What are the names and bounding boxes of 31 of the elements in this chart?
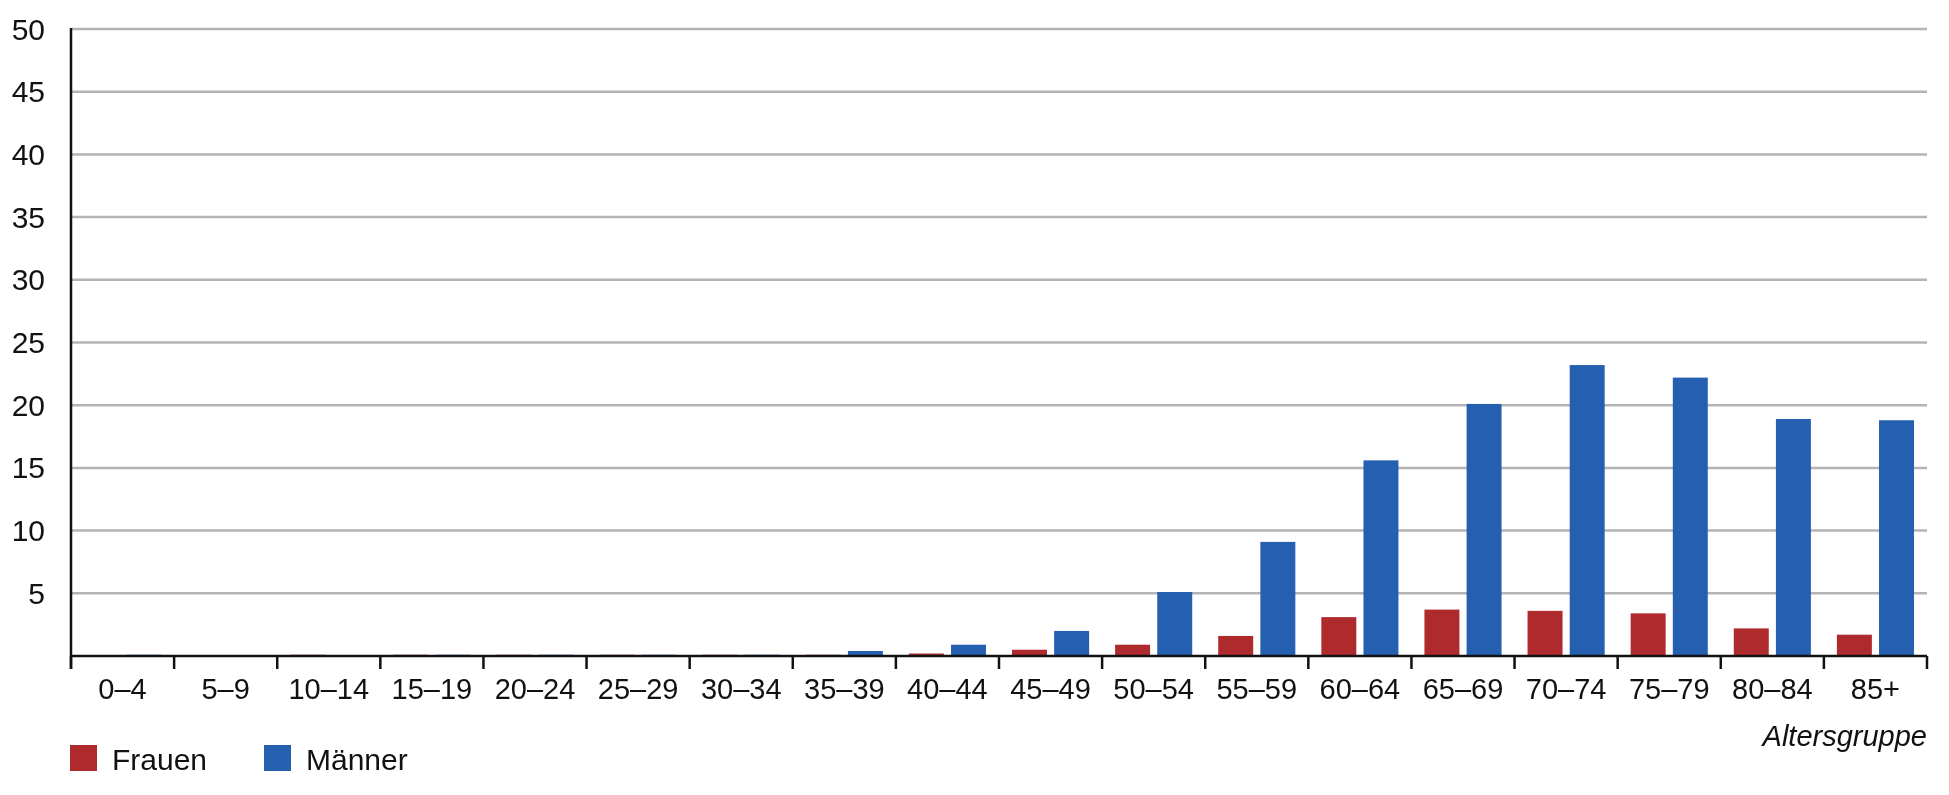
- y-tick-label: 45: [11, 75, 45, 109]
- y-tick-label: 40: [11, 137, 45, 171]
- y-tick-label: 30: [11, 263, 45, 297]
- y-tick-label: 20: [11, 388, 45, 422]
- x-tick-label: 15–19: [391, 673, 473, 705]
- x-tick-label: 50–54: [1113, 673, 1194, 705]
- y-tick-label: 35: [11, 200, 45, 234]
- x-tick-label: 80–84: [1732, 673, 1813, 705]
- legend-label: Männer: [306, 743, 408, 776]
- x-tick-label: 35–39: [804, 673, 885, 705]
- y-tick-label: 50: [11, 12, 45, 46]
- x-tick-label: 25–29: [597, 673, 679, 705]
- y-tick-label: 5: [28, 576, 45, 610]
- x-tick-label: 60–64: [1319, 673, 1401, 705]
- x-axis-title: Altersgruppe: [1760, 720, 1927, 752]
- x-tick-label: 30–34: [700, 673, 782, 705]
- legend-label: Frauen: [112, 743, 208, 776]
- x-tick-label: 5–9: [201, 673, 250, 705]
- x-tick-label: 10–14: [288, 673, 370, 705]
- y-tick-label: 15: [11, 451, 45, 485]
- x-tick-label: 40–44: [907, 673, 988, 705]
- x-tick-label: 75–79: [1628, 673, 1710, 705]
- x-tick-label: 0–4: [98, 673, 147, 705]
- y-tick-label: 25: [11, 326, 45, 359]
- x-tick-label: 70–74: [1525, 673, 1607, 705]
- x-tick-label: 55–59: [1216, 673, 1298, 705]
- x-tick-label: 45–49: [1010, 673, 1091, 705]
- x-tick-label: 20–24: [494, 673, 576, 705]
- y-tick-label: 10: [11, 514, 45, 548]
- x-tick-label: 85+: [1850, 673, 1901, 705]
- x-tick-label: 65–69: [1422, 673, 1504, 705]
